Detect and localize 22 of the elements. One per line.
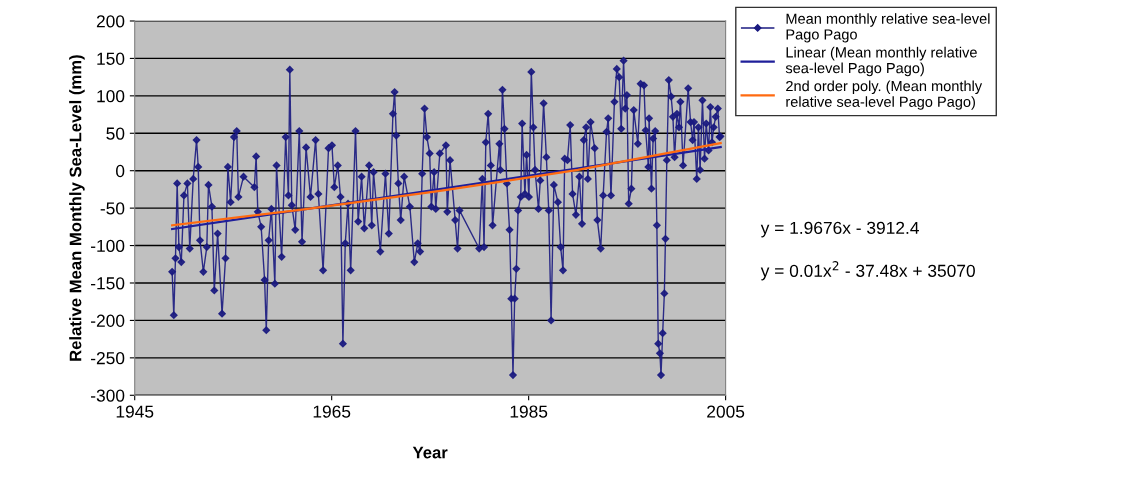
y-tick-label: -250 (91, 352, 125, 365)
legend-label: Linear (Mean monthly relative sea-level Pago Pago) (785, 46, 977, 77)
y-tick-label: 150 (97, 52, 125, 65)
y-tick-label: 50 (106, 127, 125, 140)
x-tick-label: 1965 (313, 405, 351, 418)
y-tick-label: 200 (96, 15, 125, 28)
x-axis-title: Year (412, 446, 448, 459)
x-tick-label: 2005 (707, 405, 745, 418)
y-tick-label: -300 (91, 389, 125, 402)
text: y = 0.01x$^{2}$ - 37.48x + 35070 (760, 261, 975, 281)
y-axis-title: Relative Mean Monthly Sea-Level (mm) (69, 55, 85, 361)
y-tick-label: -200 (91, 314, 125, 327)
y-tick-label: 0 (116, 164, 125, 178)
text: y = 1.9676x - 3912.4 (760, 221, 919, 238)
x-tick-label: 1985 (510, 405, 548, 418)
y-tick-label: -150 (91, 277, 125, 290)
x-tick-label: 1945 (116, 405, 154, 418)
y-tick-label: -50 (100, 202, 125, 215)
legend-label: Mean monthly relative sea-level Pago Pago (786, 13, 990, 43)
y-tick-label: 100 (97, 90, 125, 103)
legend-label: 2nd order poly. (Mean monthly relative sea-level Pago Pago) (786, 80, 983, 110)
y-tick-label: -100 (91, 239, 125, 253)
